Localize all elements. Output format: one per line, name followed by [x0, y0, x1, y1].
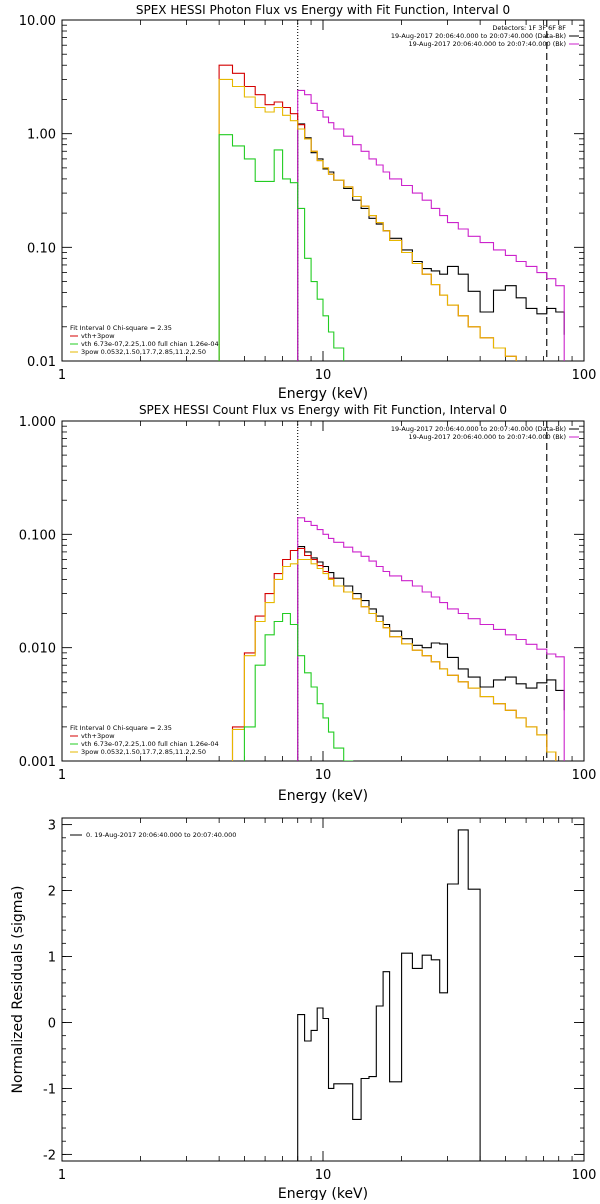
series-data — [297, 546, 565, 761]
legend-top-entry: 19-Aug-2017 20:06:40.000 to 20:07:40.000… — [391, 32, 566, 40]
y-tick-label: -1 — [43, 1082, 56, 1097]
chart-panel-2: SPEX HESSI Count Flux vs Energy with Fit… — [19, 403, 597, 804]
legend-bottom-entry: 3pow 0.0532,1.50,17.7,2.85,11.2,2.50 — [81, 748, 206, 756]
series-vth-3pow — [218, 64, 517, 361]
y-axis-label: Normalized Residuals (sigma) — [10, 886, 26, 1094]
x-tick-label: 100 — [572, 1168, 597, 1183]
series-vth-3pow — [231, 547, 557, 761]
series-3pow — [218, 78, 517, 361]
y-tick-label: 0 — [48, 1016, 56, 1031]
legend-top-entry: 19-Aug-2017 20:06:40.000 to 20:07:40.000… — [391, 425, 566, 433]
y-tick-label: -2 — [43, 1148, 56, 1163]
legend-bottom-entry: vth+3pow — [81, 332, 115, 340]
series-background — [297, 517, 565, 761]
legend-bottom-entry: Fit Interval 0 Chi-square = 2.35 — [70, 724, 172, 732]
x-axis-label: Energy (keV) — [278, 386, 368, 402]
x-tick-label: 1 — [58, 368, 66, 383]
x-tick-label: 1 — [58, 768, 66, 783]
x-tick-label: 100 — [572, 368, 597, 383]
y-tick-label: 0.01 — [27, 355, 56, 370]
x-axis-label: Energy (keV) — [278, 788, 368, 804]
y-tick-label: 0.010 — [19, 642, 56, 657]
series-group — [297, 829, 481, 1161]
series-group — [218, 64, 565, 361]
chart-title: SPEX HESSI Photon Flux vs Energy with Fi… — [136, 3, 510, 17]
series-3pow — [231, 558, 557, 761]
legend-bottom-entry: vth 6.73e-07,2.25,1.00 full chian 1.26e-… — [81, 340, 219, 348]
y-tick-label: 2 — [48, 885, 56, 900]
y-tick-label: 0.10 — [27, 241, 56, 256]
legend-bottom-entry: 3pow 0.0532,1.50,17.7,2.85,11.2,2.50 — [81, 348, 206, 356]
x-tick-label: 10 — [315, 368, 332, 383]
legend-top-entry: 19-Aug-2017 20:06:40.000 to 20:07:40.000… — [409, 433, 566, 441]
x-tick-label: 10 — [315, 768, 332, 783]
series-data — [297, 123, 565, 361]
y-tick-label: 0.001 — [19, 755, 56, 770]
plot-frame — [61, 817, 585, 1162]
y-tick-label: 1.00 — [27, 128, 56, 143]
y-tick-label: 1 — [48, 951, 56, 966]
series-vth — [243, 612, 354, 761]
y-tick-label: 0.100 — [19, 528, 56, 543]
series-vth — [218, 134, 345, 361]
x-tick-label: 100 — [572, 768, 597, 783]
y-tick-label: 10.00 — [19, 14, 56, 29]
legend-top-entry: Detectors: 1F 3F 6F 8F — [492, 24, 566, 32]
legend-bottom-entry: Fit Interval 0 Chi-square = 2.35 — [70, 324, 172, 332]
x-tick-label: 1 — [58, 1168, 66, 1183]
series-residuals — [297, 829, 481, 1161]
legend-top-entry: 19-Aug-2017 20:06:40.000 to 20:07:40.000… — [409, 40, 566, 48]
legend-bottom-entry: vth 6.73e-07,2.25,1.00 full chian 1.26e-… — [81, 740, 219, 748]
chart-panel-3: 1 10 100 -2 -1 0 1 2 3 Energy (keV) Normalized Res… — [10, 817, 597, 1202]
legend-top-entry: 0. 19-Aug-2017 20:06:40.000 to 20:07:40.… — [86, 831, 236, 839]
chart-title: SPEX HESSI Count Flux vs Energy with Fit… — [139, 403, 507, 417]
x-axis-label: Energy (keV) — [278, 1186, 368, 1200]
y-tick-label: 1.000 — [19, 415, 56, 430]
series-background — [297, 89, 565, 361]
x-tick-label: 10 — [315, 1168, 332, 1183]
series-group — [231, 517, 565, 761]
chart-panel-1: SPEX HESSI Photon Flux vs Energy with Fi… — [19, 3, 597, 402]
legend-bottom-entry: vth+3pow — [81, 732, 115, 740]
y-tick-label: 3 — [48, 819, 56, 834]
